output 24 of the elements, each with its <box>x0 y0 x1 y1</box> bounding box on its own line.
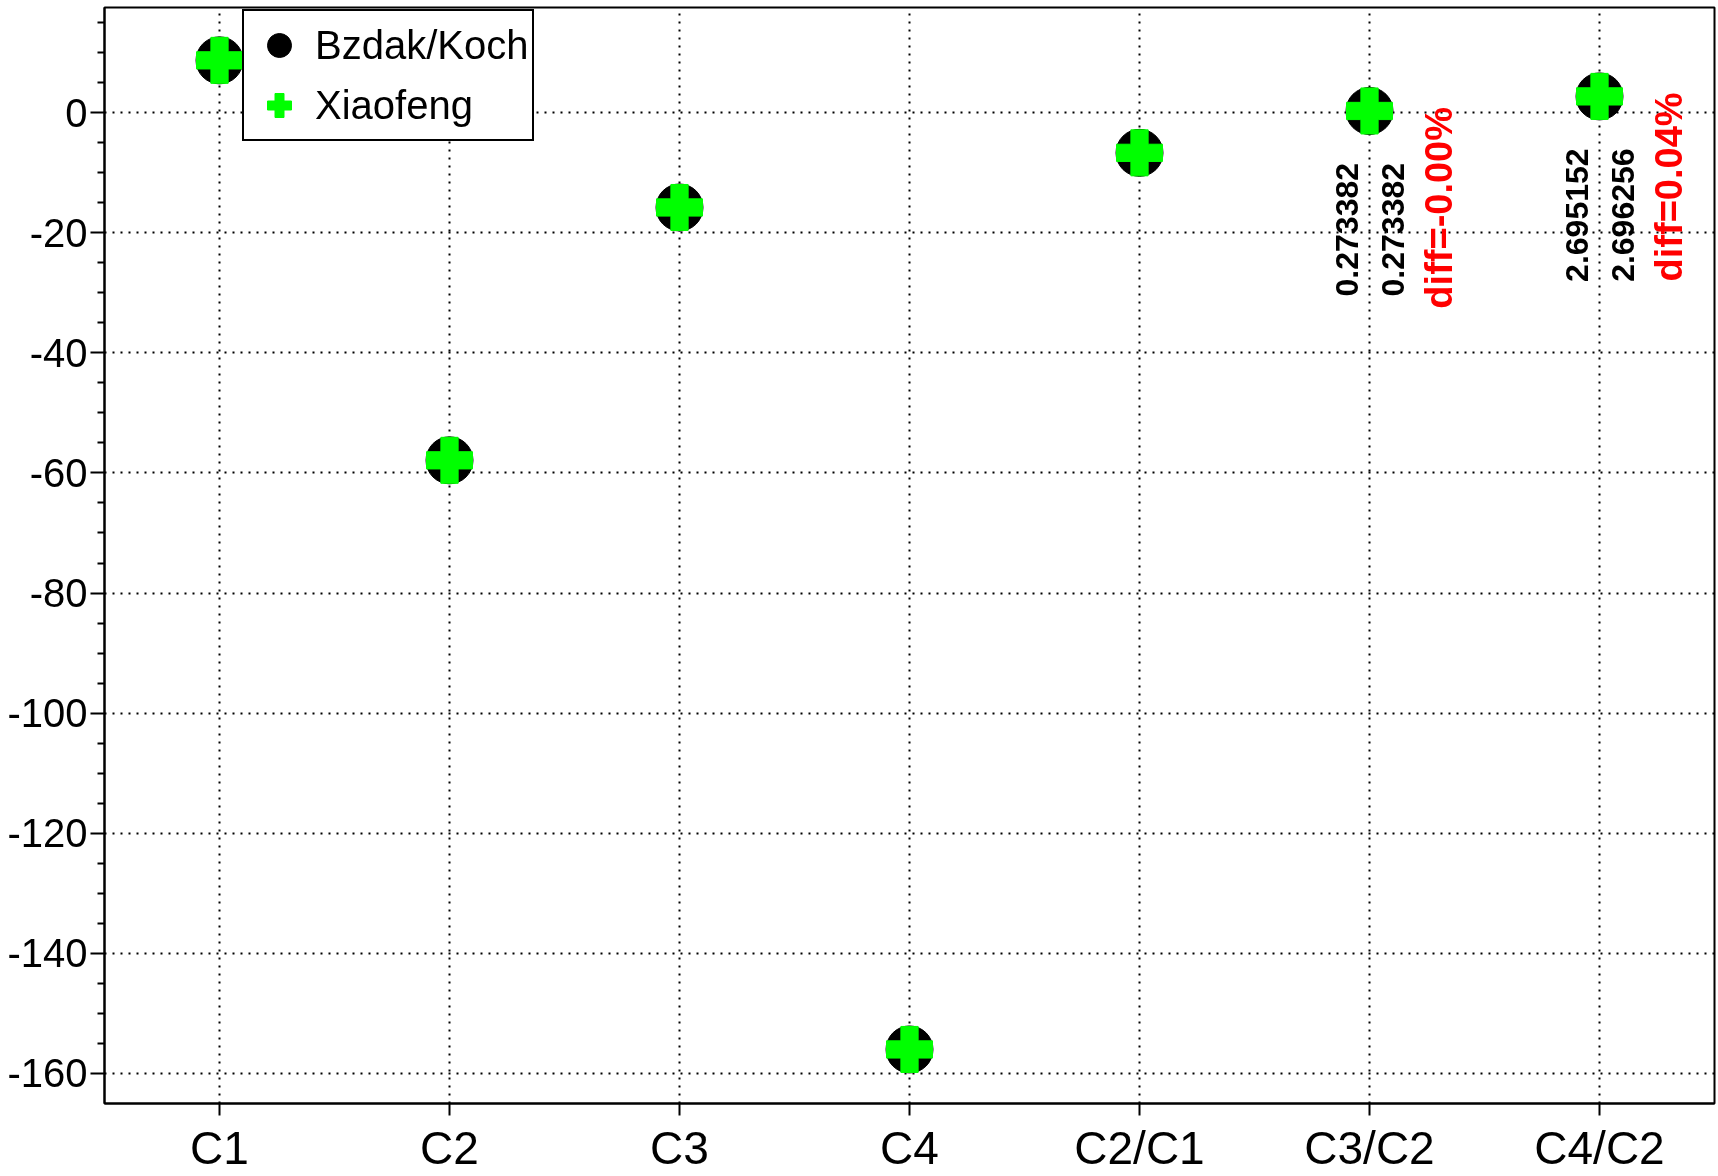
data-label: 0.273382 <box>1374 162 1411 297</box>
x-tick-label: C3 <box>650 1121 709 1174</box>
data-label: 0.273382 <box>1328 162 1365 297</box>
y-tick-label: -20 <box>29 210 88 255</box>
x-tick-label: C1 <box>190 1121 249 1174</box>
y-tick-label: -80 <box>29 571 88 616</box>
x-tick-label: C3/C2 <box>1304 1121 1435 1174</box>
data-label: 2.695152 <box>1558 148 1595 282</box>
y-tick-label: -100 <box>7 691 88 736</box>
y-tick-label: -60 <box>29 450 88 495</box>
y-tick-label: -160 <box>7 1051 88 1096</box>
x-tick-label: C4 <box>880 1121 939 1174</box>
x-tick-label: C2/C1 <box>1074 1121 1205 1174</box>
y-tick-label: -140 <box>7 931 88 976</box>
x-tick-label: C4/C2 <box>1534 1121 1665 1174</box>
y-tick-label: -40 <box>29 330 88 375</box>
legend-label: Bzdak/Koch <box>315 21 529 69</box>
annotation: diff=-0.00% <box>1417 106 1460 309</box>
y-tick-label: 0 <box>65 90 88 135</box>
y-tick-label: -120 <box>7 811 88 856</box>
x-tick-label: C2 <box>420 1121 479 1174</box>
legend-label: Xiaofeng <box>315 81 473 129</box>
annotation: diff=0.04% <box>1647 92 1690 282</box>
data-label: 2.696256 <box>1604 148 1641 282</box>
